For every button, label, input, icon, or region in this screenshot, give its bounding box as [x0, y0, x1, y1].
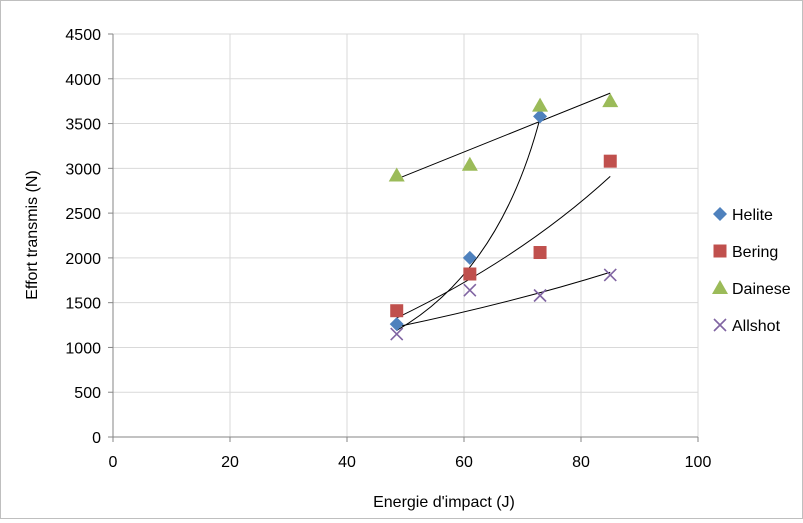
y-tick-label: 0 [92, 430, 101, 447]
y-tick-label: 2500 [65, 206, 101, 223]
data-point-helite [462, 250, 477, 265]
axes [108, 33, 699, 442]
x-tick-label: 60 [455, 454, 473, 471]
x-tick-label: 20 [221, 454, 239, 471]
legend-marker-bering [713, 244, 727, 258]
data-point-allshot [390, 327, 404, 341]
data-point-bering [463, 267, 477, 281]
legend-marker-dainese [712, 280, 728, 294]
data-point-bering [390, 304, 404, 318]
trend-lines [396, 92, 611, 331]
data-point-allshot [463, 283, 477, 297]
data-point-bering [603, 154, 617, 168]
y-tick-label: 500 [74, 385, 101, 402]
grid-lines [113, 33, 699, 437]
x-axis-title: Energie d'impact (J) [373, 494, 515, 511]
y-tick-label: 3000 [65, 161, 101, 178]
data-points [388, 93, 619, 341]
y-tick-label: 3500 [65, 117, 101, 134]
data-point-allshot [533, 288, 547, 303]
y-tick-labels: 0 500 1000 1500 2000 2500 3000 3500 4000 4500 [65, 27, 101, 447]
x-tick-label: 40 [338, 454, 356, 471]
y-tick-label: 4000 [65, 72, 101, 89]
legend-marker-helite [713, 207, 727, 221]
y-tick-label: 2000 [65, 251, 101, 268]
legend-label-helite: Helite [732, 207, 773, 224]
legend: Helite Bering Dainese Allshot [712, 207, 791, 335]
x-tick-labels: 0 20 40 60 80 100 [109, 454, 712, 471]
legend-label-dainese: Dainese [732, 281, 791, 298]
trendline-helite [396, 118, 541, 331]
legend-label-allshot: Allshot [732, 318, 781, 335]
y-tick-label: 1000 [65, 340, 101, 357]
x-tick-label: 80 [572, 454, 590, 471]
y-tick-label: 1500 [65, 296, 101, 313]
x-tick-label: 0 [109, 454, 118, 471]
data-point-dainese [388, 167, 405, 182]
legend-marker-allshot [713, 318, 727, 332]
trendline-dainese [396, 92, 611, 180]
data-point-dainese [532, 97, 549, 112]
x-tick-label: 100 [685, 454, 712, 471]
y-axis-title: Effort transmis (N) [24, 170, 41, 300]
data-point-helite [533, 109, 548, 124]
trendline-allshot [396, 271, 611, 328]
trendline-bering [396, 176, 611, 319]
data-point-bering [533, 246, 547, 260]
data-point-helite [389, 317, 404, 332]
y-tick-label: 4500 [65, 27, 101, 44]
legend-label-bering: Bering [732, 244, 778, 261]
data-point-dainese [602, 93, 619, 108]
data-point-allshot [603, 268, 617, 282]
data-point-dainese [461, 156, 478, 171]
